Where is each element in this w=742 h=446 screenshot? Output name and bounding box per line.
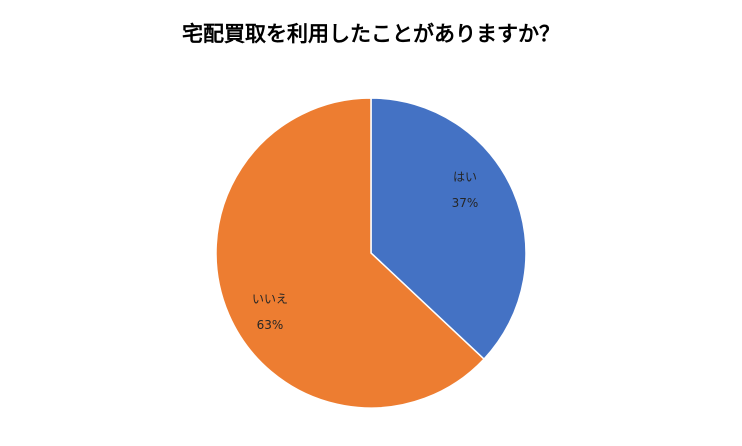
pie-slice-yes — [370, 97, 527, 361]
chart-title: 宅配買取を利用したことがありますか？ — [182, 22, 560, 46]
slice-percent-label: 63% — [257, 318, 284, 332]
slice-category-label: いいえ — [252, 292, 288, 306]
pie-slice-no — [215, 97, 486, 409]
slice-category-label: はい — [453, 170, 477, 184]
slice-labels: はい 37% いいえ 63% — [252, 170, 478, 332]
pie-slices — [215, 97, 527, 409]
slice-percent-label: 37% — [452, 196, 479, 210]
